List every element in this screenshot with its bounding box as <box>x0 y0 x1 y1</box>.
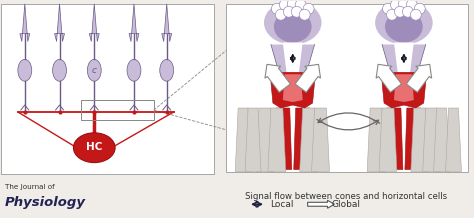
Circle shape <box>386 9 397 20</box>
Polygon shape <box>311 108 329 172</box>
FancyBboxPatch shape <box>1 4 214 174</box>
FancyArrow shape <box>265 64 291 92</box>
Polygon shape <box>411 108 428 172</box>
FancyArrow shape <box>295 64 320 92</box>
Text: c: c <box>92 66 97 75</box>
Circle shape <box>279 0 290 10</box>
Circle shape <box>410 9 421 20</box>
Polygon shape <box>274 108 292 170</box>
Polygon shape <box>162 4 172 41</box>
FancyArrow shape <box>376 64 401 92</box>
Circle shape <box>272 3 283 14</box>
Polygon shape <box>235 108 251 172</box>
Polygon shape <box>379 108 397 172</box>
Circle shape <box>287 0 298 9</box>
Polygon shape <box>394 43 414 74</box>
Text: Physiology: Physiology <box>5 196 86 209</box>
Polygon shape <box>268 108 286 172</box>
Ellipse shape <box>87 59 101 81</box>
Circle shape <box>283 6 294 17</box>
Ellipse shape <box>73 133 115 163</box>
FancyArrowPatch shape <box>317 119 379 130</box>
Ellipse shape <box>160 59 173 81</box>
Polygon shape <box>394 74 414 102</box>
Ellipse shape <box>274 11 311 43</box>
Polygon shape <box>283 43 303 74</box>
Polygon shape <box>256 108 274 172</box>
FancyBboxPatch shape <box>226 4 468 172</box>
Polygon shape <box>55 4 64 41</box>
Polygon shape <box>385 108 403 170</box>
Text: Global: Global <box>331 200 360 209</box>
FancyArrowPatch shape <box>318 113 380 123</box>
Polygon shape <box>294 108 311 170</box>
Polygon shape <box>405 108 423 170</box>
Ellipse shape <box>264 1 321 44</box>
Polygon shape <box>382 72 426 108</box>
Circle shape <box>291 6 302 17</box>
Polygon shape <box>129 4 139 41</box>
Text: Signal flow between cones and horizontal cells: Signal flow between cones and horizontal… <box>245 192 447 201</box>
Ellipse shape <box>375 1 433 44</box>
Circle shape <box>414 3 425 14</box>
Circle shape <box>303 3 314 14</box>
Circle shape <box>295 0 306 10</box>
Circle shape <box>299 9 310 20</box>
Circle shape <box>399 0 410 9</box>
Polygon shape <box>300 108 318 172</box>
Circle shape <box>383 3 393 14</box>
Ellipse shape <box>18 59 32 81</box>
Polygon shape <box>245 108 261 172</box>
Polygon shape <box>283 74 303 102</box>
Polygon shape <box>89 4 99 41</box>
Polygon shape <box>20 4 30 41</box>
Polygon shape <box>271 72 315 108</box>
Polygon shape <box>367 108 385 172</box>
FancyArrow shape <box>308 200 335 208</box>
Polygon shape <box>382 44 426 72</box>
Circle shape <box>391 0 401 10</box>
Text: Local: Local <box>270 200 293 209</box>
Polygon shape <box>446 108 462 172</box>
FancyArrow shape <box>406 64 432 92</box>
Circle shape <box>275 9 286 20</box>
Circle shape <box>394 6 405 17</box>
Ellipse shape <box>53 59 66 81</box>
Polygon shape <box>423 108 441 172</box>
Ellipse shape <box>127 59 141 81</box>
Circle shape <box>402 6 413 17</box>
Ellipse shape <box>385 11 423 43</box>
Circle shape <box>406 0 417 10</box>
Polygon shape <box>434 108 449 172</box>
Polygon shape <box>271 44 315 72</box>
Text: HC: HC <box>86 142 102 152</box>
Text: The Journal of: The Journal of <box>5 184 55 190</box>
